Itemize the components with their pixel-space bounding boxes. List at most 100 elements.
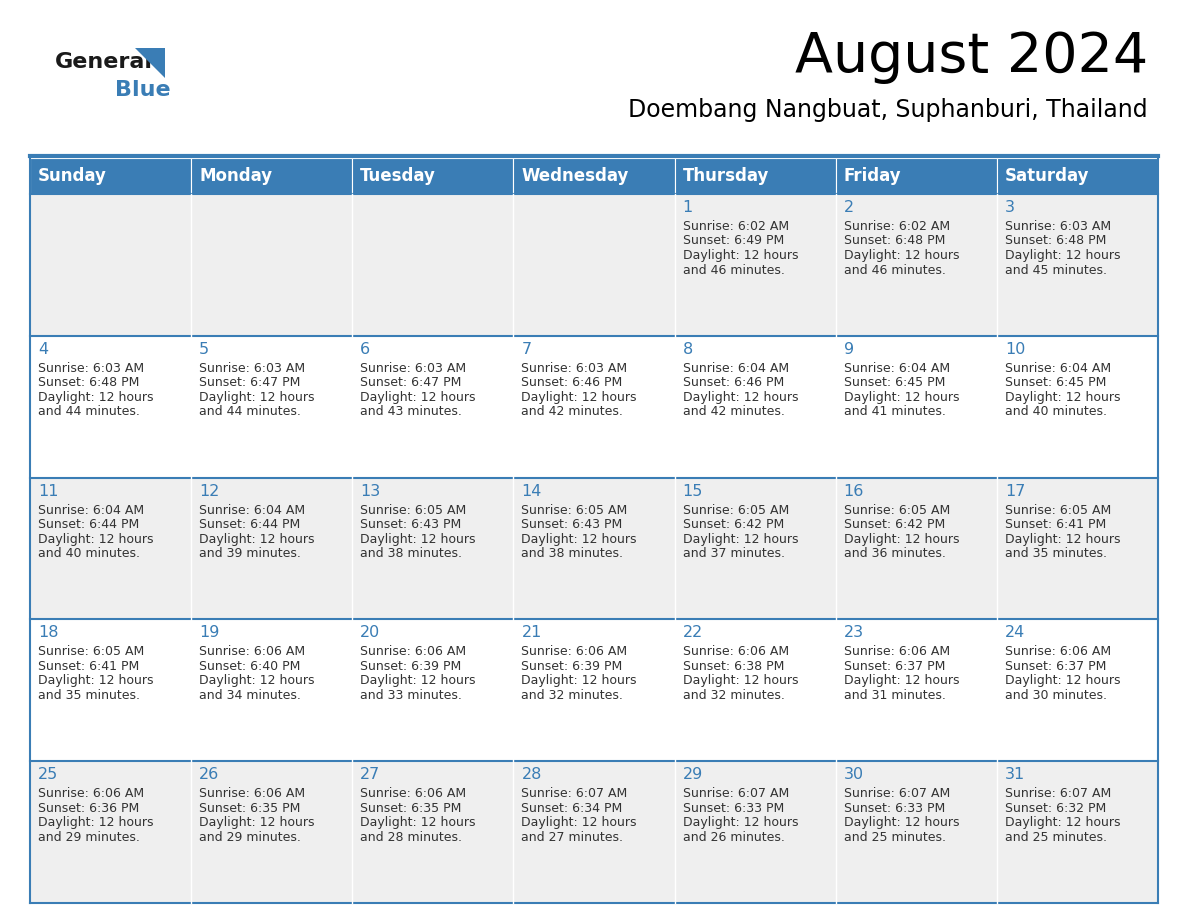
Text: Sunset: 6:48 PM: Sunset: 6:48 PM [38, 376, 139, 389]
Text: and 34 minutes.: and 34 minutes. [200, 688, 301, 702]
Text: Sunrise: 6:04 AM: Sunrise: 6:04 AM [683, 362, 789, 375]
Text: and 43 minutes.: and 43 minutes. [360, 406, 462, 419]
Bar [997, 194, 1158, 336]
Bar [30, 477, 191, 620]
Bar [353, 761, 513, 903]
Text: 2: 2 [843, 200, 854, 215]
Text: Sunset: 6:37 PM: Sunset: 6:37 PM [843, 660, 946, 673]
Bar [30, 194, 191, 336]
Bar [835, 620, 997, 761]
Bar [997, 620, 1158, 761]
Text: Daylight: 12 hours: Daylight: 12 hours [1005, 532, 1120, 545]
Text: 10: 10 [1005, 341, 1025, 357]
Text: Daylight: 12 hours: Daylight: 12 hours [360, 532, 475, 545]
Bar [353, 194, 513, 336]
Text: 12: 12 [200, 484, 220, 498]
Text: and 46 minutes.: and 46 minutes. [683, 263, 784, 276]
Text: and 46 minutes.: and 46 minutes. [843, 263, 946, 276]
Text: Sunday: Sunday [38, 167, 107, 185]
Text: 19: 19 [200, 625, 220, 641]
Text: Daylight: 12 hours: Daylight: 12 hours [683, 249, 798, 262]
Text: and 29 minutes.: and 29 minutes. [38, 831, 140, 844]
Text: and 40 minutes.: and 40 minutes. [1005, 406, 1107, 419]
Text: Sunset: 6:35 PM: Sunset: 6:35 PM [360, 801, 462, 814]
Text: Daylight: 12 hours: Daylight: 12 hours [1005, 675, 1120, 688]
Text: 7: 7 [522, 341, 531, 357]
Text: Saturday: Saturday [1005, 167, 1089, 185]
Text: 15: 15 [683, 484, 703, 498]
Text: Sunrise: 6:04 AM: Sunrise: 6:04 AM [38, 504, 144, 517]
Text: Daylight: 12 hours: Daylight: 12 hours [522, 391, 637, 404]
Text: 27: 27 [360, 767, 380, 782]
Text: and 35 minutes.: and 35 minutes. [1005, 547, 1107, 560]
Text: Sunset: 6:46 PM: Sunset: 6:46 PM [522, 376, 623, 389]
Text: and 40 minutes.: and 40 minutes. [38, 547, 140, 560]
Text: Daylight: 12 hours: Daylight: 12 hours [843, 816, 959, 829]
Text: 1: 1 [683, 200, 693, 215]
Text: Sunset: 6:45 PM: Sunset: 6:45 PM [1005, 376, 1106, 389]
Text: Daylight: 12 hours: Daylight: 12 hours [360, 391, 475, 404]
Text: 9: 9 [843, 341, 854, 357]
Text: 13: 13 [360, 484, 380, 498]
Text: Sunrise: 6:05 AM: Sunrise: 6:05 AM [522, 504, 627, 517]
Text: 8: 8 [683, 341, 693, 357]
Text: Daylight: 12 hours: Daylight: 12 hours [843, 675, 959, 688]
Bar [675, 336, 835, 477]
Text: and 29 minutes.: and 29 minutes. [200, 831, 301, 844]
Text: and 25 minutes.: and 25 minutes. [843, 831, 946, 844]
Text: 4: 4 [38, 341, 49, 357]
Text: Sunrise: 6:03 AM: Sunrise: 6:03 AM [360, 362, 467, 375]
Text: and 42 minutes.: and 42 minutes. [522, 406, 624, 419]
Text: Sunset: 6:42 PM: Sunset: 6:42 PM [843, 518, 944, 532]
Text: Daylight: 12 hours: Daylight: 12 hours [1005, 816, 1120, 829]
Text: Sunset: 6:38 PM: Sunset: 6:38 PM [683, 660, 784, 673]
Text: Sunrise: 6:07 AM: Sunrise: 6:07 AM [522, 788, 627, 800]
Bar [675, 620, 835, 761]
Text: Sunrise: 6:06 AM: Sunrise: 6:06 AM [1005, 645, 1111, 658]
Text: and 27 minutes.: and 27 minutes. [522, 831, 624, 844]
Bar [353, 477, 513, 620]
Text: Sunset: 6:45 PM: Sunset: 6:45 PM [843, 376, 946, 389]
Text: Daylight: 12 hours: Daylight: 12 hours [522, 675, 637, 688]
Text: 11: 11 [38, 484, 58, 498]
Text: Daylight: 12 hours: Daylight: 12 hours [1005, 391, 1120, 404]
Text: Sunset: 6:48 PM: Sunset: 6:48 PM [1005, 234, 1106, 248]
Text: Sunrise: 6:03 AM: Sunrise: 6:03 AM [38, 362, 144, 375]
Text: and 42 minutes.: and 42 minutes. [683, 406, 784, 419]
Text: and 31 minutes.: and 31 minutes. [843, 688, 946, 702]
Text: Sunrise: 6:05 AM: Sunrise: 6:05 AM [843, 504, 950, 517]
Text: 18: 18 [38, 625, 58, 641]
Text: Sunrise: 6:03 AM: Sunrise: 6:03 AM [200, 362, 305, 375]
Text: and 30 minutes.: and 30 minutes. [1005, 688, 1107, 702]
Text: Sunrise: 6:07 AM: Sunrise: 6:07 AM [843, 788, 950, 800]
Text: Sunrise: 6:06 AM: Sunrise: 6:06 AM [360, 788, 467, 800]
Text: and 35 minutes.: and 35 minutes. [38, 688, 140, 702]
Bar [997, 158, 1158, 194]
Text: Daylight: 12 hours: Daylight: 12 hours [843, 391, 959, 404]
Bar [675, 158, 835, 194]
Bar [30, 336, 191, 477]
Text: Daylight: 12 hours: Daylight: 12 hours [38, 532, 153, 545]
Bar [191, 761, 353, 903]
Text: Sunrise: 6:03 AM: Sunrise: 6:03 AM [522, 362, 627, 375]
Text: Sunset: 6:33 PM: Sunset: 6:33 PM [843, 801, 944, 814]
Text: Daylight: 12 hours: Daylight: 12 hours [38, 816, 153, 829]
Text: and 38 minutes.: and 38 minutes. [360, 547, 462, 560]
Text: Sunset: 6:35 PM: Sunset: 6:35 PM [200, 801, 301, 814]
Text: 29: 29 [683, 767, 703, 782]
Text: 26: 26 [200, 767, 220, 782]
Text: Sunrise: 6:04 AM: Sunrise: 6:04 AM [1005, 362, 1111, 375]
Bar [675, 194, 835, 336]
Polygon shape [135, 48, 165, 78]
Text: 22: 22 [683, 625, 703, 641]
Text: 21: 21 [522, 625, 542, 641]
Text: and 28 minutes.: and 28 minutes. [360, 831, 462, 844]
Bar [353, 158, 513, 194]
Bar [30, 158, 191, 194]
Text: Sunrise: 6:05 AM: Sunrise: 6:05 AM [683, 504, 789, 517]
Text: Daylight: 12 hours: Daylight: 12 hours [843, 532, 959, 545]
Text: and 44 minutes.: and 44 minutes. [38, 406, 140, 419]
Text: 20: 20 [360, 625, 380, 641]
Text: Daylight: 12 hours: Daylight: 12 hours [683, 675, 798, 688]
Text: Sunset: 6:33 PM: Sunset: 6:33 PM [683, 801, 784, 814]
